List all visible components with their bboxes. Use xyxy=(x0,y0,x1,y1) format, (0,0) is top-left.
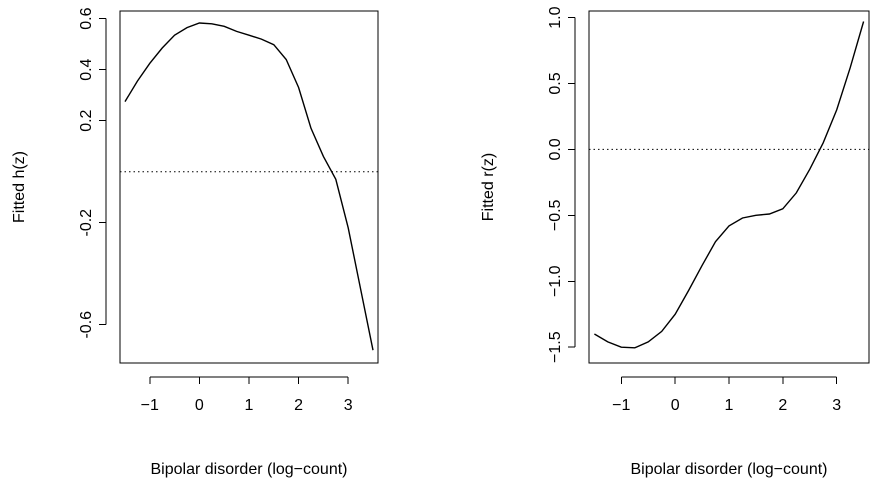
y-tick-label: −1.0 xyxy=(547,265,564,297)
x-tick-label: 2 xyxy=(778,397,787,414)
x-axis: −1 0 1 2 3 xyxy=(141,376,353,414)
x-tick-label: 2 xyxy=(294,397,303,414)
x-tick-label: −1 xyxy=(612,397,630,414)
y-tick-label: 0.5 xyxy=(547,72,564,94)
x-tick-label: 3 xyxy=(344,397,353,414)
x-tick-label: 3 xyxy=(832,397,841,414)
x-axis-title: Bipolar disorder (log−count) xyxy=(151,461,348,478)
y-axis-title: Fitted h(z) xyxy=(11,151,28,223)
plot-frame xyxy=(588,10,870,364)
x-axis: −1 0 1 2 3 xyxy=(612,376,841,414)
y-tick-label: 0.0 xyxy=(547,138,564,160)
y-axis: -0.6 -0.2 0.2 0.4 0.6 xyxy=(78,7,107,339)
y-tick-label: 0.4 xyxy=(78,58,95,80)
x-tick-label: 1 xyxy=(725,397,734,414)
x-tick-label: −1 xyxy=(141,397,159,414)
x-axis-title: Bipolar disorder (log−count) xyxy=(631,461,828,478)
fitted-curve xyxy=(594,21,865,349)
y-tick-label: 1.0 xyxy=(547,6,564,28)
y-tick-label: -0.2 xyxy=(78,209,95,237)
y-tick-label: 0.6 xyxy=(78,7,95,29)
x-tick-label: 1 xyxy=(245,397,254,414)
y-tick-label: -0.6 xyxy=(78,311,95,339)
fitted-curve xyxy=(124,22,374,351)
x-tick-label: 0 xyxy=(195,397,204,414)
y-tick-label: −1.5 xyxy=(547,331,564,363)
y-tick-label: −0.5 xyxy=(547,199,564,231)
panel-right: −1 0 1 2 3 −1.5 −1.0 −0.5 0.0 0.5 1.0 Bipolar dis… xyxy=(480,6,870,478)
y-tick-label: 0.2 xyxy=(78,109,95,131)
y-axis-title: Fitted r(z) xyxy=(480,153,497,221)
panel-left: −1 0 1 2 3 -0.6 -0.2 0.2 0.4 0.6 Bipolar disorde… xyxy=(11,7,379,478)
x-tick-label: 0 xyxy=(671,397,680,414)
plot-frame xyxy=(119,10,379,364)
y-axis: −1.5 −1.0 −0.5 0.0 0.5 1.0 xyxy=(547,6,576,363)
